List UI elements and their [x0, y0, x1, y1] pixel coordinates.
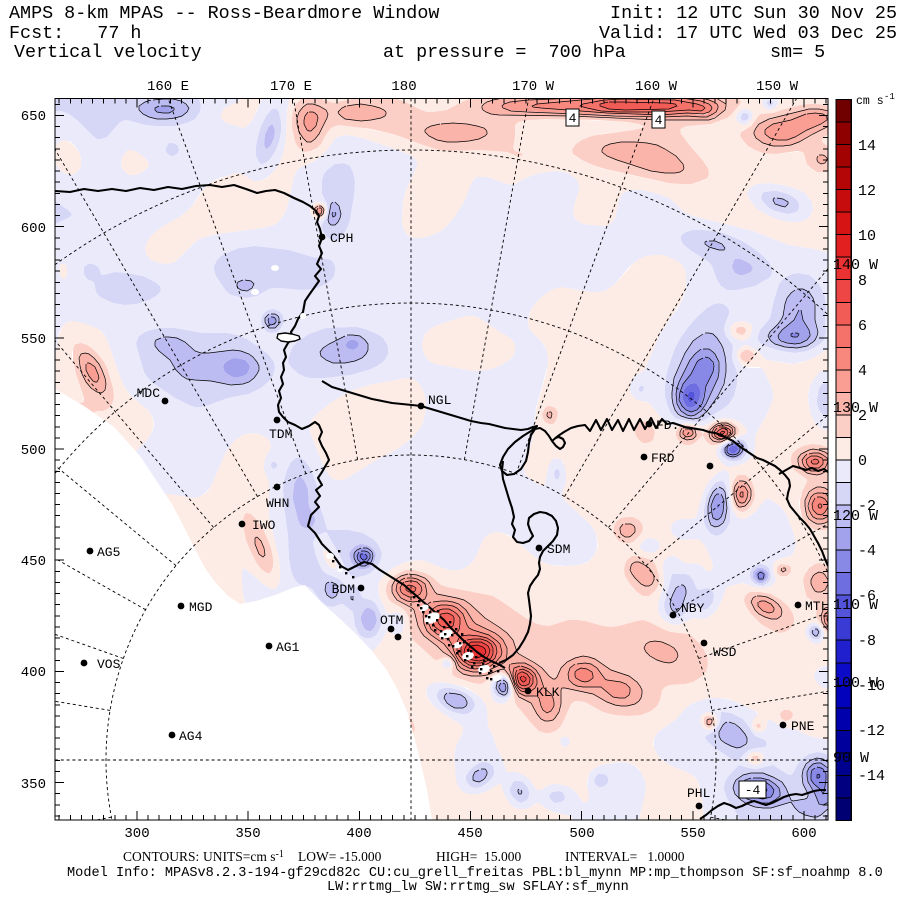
svg-text:400: 400 [346, 826, 371, 842]
svg-text:BDM: BDM [332, 582, 355, 597]
svg-text:350: 350 [21, 777, 46, 793]
svg-text:WSD: WSD [713, 645, 737, 660]
svg-text:600: 600 [21, 221, 46, 237]
svg-text:90 W: 90 W [833, 750, 869, 767]
svg-text:Model Info: MPASv8.2.3-194-gf2: Model Info: MPASv8.2.3-194-gf29cd82c CU:… [67, 866, 883, 881]
svg-text:TDM: TDM [269, 427, 292, 442]
svg-text:130 W: 130 W [833, 400, 878, 417]
svg-text:450: 450 [457, 826, 482, 842]
svg-text:CPH: CPH [330, 231, 353, 246]
svg-text:VOS: VOS [97, 657, 121, 672]
svg-text:AG1: AG1 [276, 640, 300, 655]
svg-text:140 W: 140 W [833, 257, 878, 274]
svg-text:12: 12 [858, 183, 876, 200]
svg-text:150 W: 150 W [756, 79, 799, 95]
svg-text:450: 450 [21, 554, 46, 570]
svg-text:160 W: 160 W [635, 79, 678, 95]
svg-text:OTM: OTM [380, 613, 403, 628]
svg-text:PHL: PHL [687, 786, 710, 801]
svg-text:KLK: KLK [536, 685, 560, 700]
svg-text:cm s: cm s [856, 95, 884, 108]
svg-text:MGD: MGD [189, 600, 213, 615]
svg-text:WHN: WHN [266, 496, 289, 511]
svg-text:160 E: 160 E [147, 79, 189, 95]
svg-text:-12: -12 [858, 723, 885, 740]
svg-text:sm= 5: sm= 5 [770, 42, 825, 63]
svg-text:FD.: FD. [656, 418, 679, 433]
svg-text:NGL: NGL [428, 393, 451, 408]
svg-text:4: 4 [858, 363, 867, 380]
svg-text:Valid: 17 UTC Wed 03 Dec 25: Valid: 17 UTC Wed 03 Dec 25 [599, 23, 897, 44]
svg-text:Init: 12 UTC Sun 30 Nov 25: Init: 12 UTC Sun 30 Nov 25 [610, 3, 897, 24]
svg-text:PNE: PNE [791, 719, 815, 734]
svg-text:550: 550 [21, 332, 46, 348]
svg-text:6: 6 [858, 318, 867, 335]
svg-text:500: 500 [21, 443, 46, 459]
svg-text:120 W: 120 W [833, 508, 878, 525]
svg-text:IWO: IWO [252, 518, 276, 533]
svg-text:2: 2 [858, 408, 867, 425]
svg-text:FRD: FRD [651, 451, 675, 466]
svg-text:400: 400 [21, 665, 46, 681]
svg-text:-4: -4 [858, 543, 876, 560]
svg-text:8: 8 [858, 273, 867, 290]
svg-text:4: 4 [655, 113, 663, 128]
svg-text:300: 300 [124, 826, 149, 842]
svg-text:AMPS 8-km MPAS -- Ross-Beardmo: AMPS 8-km MPAS -- Ross-Beardmore Window [9, 3, 439, 24]
svg-text:-1: -1 [884, 92, 895, 102]
svg-text:Fcst: 77 h: Fcst: 77 h [9, 23, 141, 44]
svg-text:LW:rrtmg_lw SW:rrtmg_sw SFLAY:: LW:rrtmg_lw SW:rrtmg_sw SFLAY:sf_mynn [327, 880, 629, 895]
svg-text:650: 650 [21, 109, 46, 125]
svg-text:-14: -14 [858, 768, 885, 785]
svg-text:0: 0 [858, 453, 867, 470]
svg-text:at pressure = 700 hPa: at pressure = 700 hPa [383, 42, 626, 63]
svg-text:350: 350 [235, 826, 260, 842]
svg-text:10: 10 [858, 228, 876, 245]
svg-text:-2: -2 [858, 498, 876, 515]
svg-text:110 W: 110 W [833, 597, 878, 614]
svg-text:-4: -4 [745, 783, 761, 798]
svg-text:600: 600 [791, 826, 816, 842]
svg-text:-8: -8 [858, 633, 876, 650]
svg-text:MDC: MDC [137, 386, 161, 401]
svg-text:MTL: MTL [805, 599, 828, 614]
svg-text:NBY: NBY [681, 601, 705, 616]
svg-text:-6: -6 [858, 588, 876, 605]
svg-text:170 W: 170 W [512, 79, 555, 95]
svg-text:550: 550 [680, 826, 705, 842]
svg-text:4: 4 [569, 111, 577, 126]
svg-text:AG4: AG4 [179, 729, 203, 744]
svg-text:SDM: SDM [547, 542, 570, 557]
svg-text:-10: -10 [858, 678, 885, 695]
svg-text:500: 500 [569, 826, 594, 842]
svg-text:180: 180 [391, 79, 416, 95]
svg-text:AG5: AG5 [97, 545, 120, 560]
svg-text:100 W: 100 W [833, 675, 878, 692]
svg-text:14: 14 [858, 138, 876, 155]
svg-text:Vertical velocity: Vertical velocity [14, 42, 202, 63]
svg-text:170 E: 170 E [270, 79, 312, 95]
